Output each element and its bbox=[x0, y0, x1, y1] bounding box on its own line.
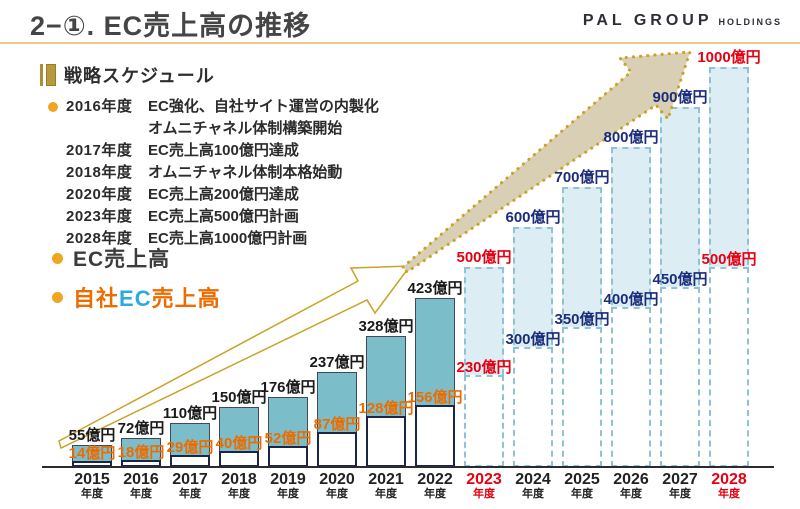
company-logo: PAL GROUP HOLDINGS bbox=[583, 12, 782, 30]
strategy-item-year: 2028年度 bbox=[66, 230, 133, 247]
label-total-2019: 176億円 bbox=[260, 379, 316, 396]
strategy-item-2017年度: 2017年度 EC売上高100億円達成 bbox=[40, 140, 370, 162]
strategy-item-year: 2017年度 bbox=[66, 142, 133, 159]
x-axis-label-2025: 2025 年度 bbox=[564, 471, 600, 500]
strategy-item-2028年度: 2028年度 EC売上高1000億円計画 bbox=[40, 228, 370, 250]
strategy-heading: 戦略スケジュール bbox=[64, 66, 215, 86]
logo-subtext: HOLDINGS bbox=[718, 17, 782, 27]
label-own-2022: 156億円 bbox=[407, 389, 463, 406]
bar-own-2023 bbox=[464, 375, 504, 467]
label-own-2028: 500億円 bbox=[701, 251, 757, 268]
strategy-item-desc: EC売上高100億円達成 bbox=[148, 142, 299, 159]
x-axis-line bbox=[42, 466, 774, 468]
x-axis-label-2015: 2015 年度 bbox=[74, 471, 110, 500]
x-axis-label-2019: 2019 年度 bbox=[270, 471, 306, 500]
label-own-2018: 40億円 bbox=[215, 435, 263, 452]
label-own-2023: 230億円 bbox=[456, 359, 512, 376]
bar-own-2026 bbox=[611, 307, 651, 467]
label-own-2016: 18億円 bbox=[117, 444, 165, 461]
strategy-list: 2016年度 EC強化、自社サイト運営の内製化 オムニチャネル体制構築開始 2017年… bbox=[40, 96, 379, 250]
x-axis-label-2026: 2026 年度 bbox=[613, 471, 649, 500]
label-own-2015: 14億円 bbox=[68, 445, 116, 462]
label-total-2023: 500億円 bbox=[456, 249, 512, 266]
label-own-2021: 128億円 bbox=[358, 400, 414, 417]
bar-own-2027 bbox=[660, 287, 700, 467]
label-total-2026: 800億円 bbox=[603, 129, 659, 146]
label-own-2024: 300億円 bbox=[505, 331, 561, 348]
strategy-item-desc: EC強化、自社サイト運営の内製化 オムニチャネル体制構築開始 bbox=[148, 98, 379, 137]
x-axis-label-2028: 2028 年度 bbox=[711, 471, 747, 500]
label-total-2018: 150億円 bbox=[211, 389, 267, 406]
strategy-item-2020年度: 2020年度 EC売上高200億円達成 bbox=[40, 184, 370, 206]
logo-text: PAL GROUP bbox=[582, 12, 713, 29]
strategy-item-desc: EC売上高200億円達成 bbox=[148, 186, 299, 203]
bar-own-2022 bbox=[415, 405, 455, 467]
strategy-item-desc: EC売上高500億円計画 bbox=[148, 208, 299, 225]
header: 2−①. EC売上高の推移 PAL GROUP HOLDINGS bbox=[0, 0, 800, 44]
x-axis-label-2027: 2027 年度 bbox=[662, 471, 698, 500]
label-own-2026: 400億円 bbox=[603, 291, 659, 308]
label-total-2022: 423億円 bbox=[407, 280, 463, 297]
strategy-heading-row: 戦略スケジュール bbox=[40, 62, 370, 88]
label-total-2027: 900億円 bbox=[652, 89, 708, 106]
label-own-2017: 29億円 bbox=[166, 439, 214, 456]
label-total-2021: 328億円 bbox=[358, 318, 414, 335]
strategy-item-year: 2020年度 bbox=[66, 186, 133, 203]
bar-own-2021 bbox=[366, 416, 406, 467]
bar-own-2019 bbox=[268, 446, 308, 467]
bullet-icon bbox=[48, 102, 58, 112]
page-title: 2−①. EC売上高の推移 bbox=[30, 11, 312, 41]
x-axis-label-2018: 2018 年度 bbox=[221, 471, 257, 500]
x-axis-label-2016: 2016 年度 bbox=[123, 471, 159, 500]
bullet-icon bbox=[52, 252, 63, 264]
strategy-item-year: 2023年度 bbox=[66, 208, 133, 225]
bar-own-2025 bbox=[562, 327, 602, 467]
label-own-2019: 52億円 bbox=[264, 430, 312, 447]
bar-own-2024 bbox=[513, 347, 553, 467]
strategy-item-desc: オムニチャネル体制本格始動 bbox=[148, 164, 343, 181]
bar-own-2020 bbox=[317, 432, 357, 467]
strategy-item-desc: EC売上高1000億円計画 bbox=[148, 230, 308, 247]
strategy-item-2016年度: 2016年度 EC強化、自社サイト運営の内製化 オムニチャネル体制構築開始 bbox=[40, 96, 379, 140]
x-axis-label-2022: 2022 年度 bbox=[417, 471, 453, 500]
x-axis-label-2023: 2023 年度 bbox=[466, 471, 502, 500]
label-total-2020: 237億円 bbox=[309, 354, 365, 371]
x-axis-label-2021: 2021 年度 bbox=[368, 471, 404, 500]
bullet-icon bbox=[52, 291, 63, 303]
label-own-2020: 87億円 bbox=[313, 416, 361, 433]
strategy-item-year: 2016年度 bbox=[66, 98, 133, 115]
bar-own-2018 bbox=[219, 451, 259, 467]
x-axis-label-2017: 2017 年度 bbox=[172, 471, 208, 500]
strategy-item-2018年度: 2018年度 オムニチャネル体制本格始動 bbox=[40, 162, 370, 184]
strategy-schedule-block: 戦略スケジュール 2016年度 EC強化、自社サイト運営の内製化 オムニチャネル体制… bbox=[40, 62, 379, 250]
double-bar-icon bbox=[40, 64, 56, 86]
x-axis-label-2020: 2020 年度 bbox=[319, 471, 355, 500]
label-total-2024: 600億円 bbox=[505, 209, 561, 226]
strategy-item-2023年度: 2023年度 EC売上高500億円計画 bbox=[40, 206, 370, 228]
label-own-2025: 350億円 bbox=[554, 311, 610, 328]
label-total-2025: 700億円 bbox=[554, 169, 610, 186]
strategy-item-year: 2018年度 bbox=[66, 164, 133, 181]
label-own-2027: 450億円 bbox=[652, 271, 708, 288]
bar-own-2028 bbox=[709, 267, 749, 467]
x-axis-label-2024: 2024 年度 bbox=[515, 471, 551, 500]
label-total-2017: 110億円 bbox=[162, 405, 218, 422]
label-total-2016: 72億円 bbox=[117, 420, 165, 437]
label-total-2028: 1000億円 bbox=[697, 49, 761, 66]
